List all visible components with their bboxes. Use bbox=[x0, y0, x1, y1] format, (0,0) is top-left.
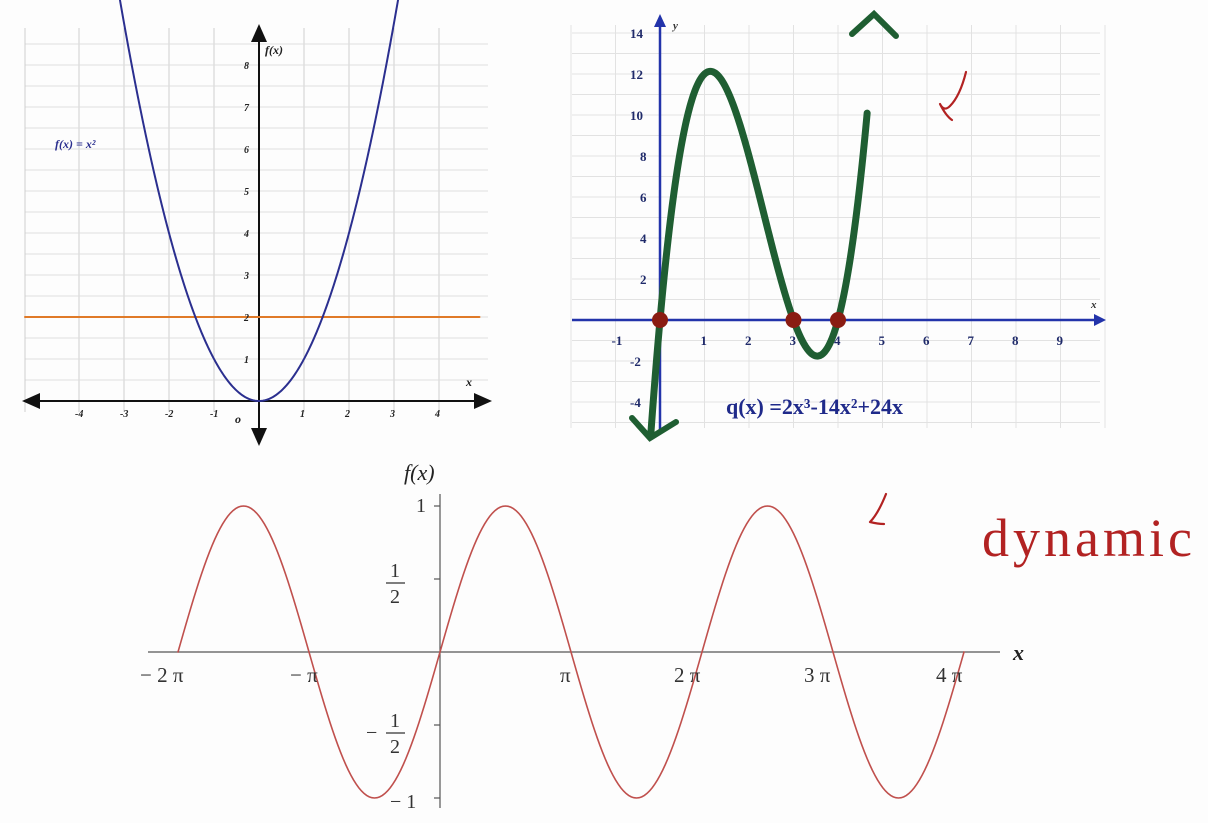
parabola-x-axis-label: x bbox=[465, 375, 472, 389]
y-tick-label-1: 1 bbox=[416, 495, 426, 517]
x-tick-label: 4 bbox=[434, 409, 440, 420]
x-tick-label: -3 bbox=[120, 409, 128, 420]
x-tick-label: 4 bbox=[834, 333, 841, 348]
parabola-chart: -4 -3 -2 -1 1 2 3 4 1 2 3 4 5 6 7 8 f(x) x o f(x) = x² bbox=[22, 0, 492, 446]
sine-series bbox=[177, 505, 965, 799]
x-tick-label: π bbox=[560, 663, 571, 687]
y-tick-label: 2 bbox=[243, 313, 249, 324]
x-tick-label: 2 bbox=[344, 409, 350, 420]
y-tick-label-neg-1: − 1 bbox=[390, 791, 416, 813]
y-tick-label: 2 bbox=[640, 272, 647, 287]
x-tick-label: 1 bbox=[701, 333, 708, 348]
x-tick-label: -1 bbox=[210, 409, 218, 420]
parabola-series bbox=[24, 0, 481, 403]
fraction-denominator: 2 bbox=[390, 586, 400, 608]
cubic-y-axis-label: y bbox=[671, 20, 678, 32]
parabola-origin-label: o bbox=[235, 412, 241, 426]
zero-point bbox=[830, 312, 846, 328]
y-axis-down-arrow bbox=[251, 428, 267, 446]
y-tick-label: -4 bbox=[630, 395, 641, 410]
x-tick-label: 2 π bbox=[674, 663, 701, 687]
parabola-tick-labels: -4 -3 -2 -1 1 2 3 4 1 2 3 4 5 6 7 8 bbox=[75, 61, 440, 420]
y-tick-label: 1 bbox=[244, 355, 249, 366]
sine-x-axis-label: x bbox=[1012, 640, 1024, 665]
curve-end-arrow-bottom bbox=[629, 415, 679, 442]
pen-check-mark-bottom bbox=[868, 492, 888, 526]
y-tick-label: 6 bbox=[244, 145, 249, 156]
y-tick-label: 5 bbox=[244, 187, 249, 198]
x-tick-label: 8 bbox=[1012, 333, 1019, 348]
x-tick-label: 2 bbox=[745, 333, 752, 348]
x-tick-label: 9 bbox=[1057, 333, 1064, 348]
curve-end-arrow-top bbox=[849, 9, 899, 39]
x-tick-label: 4 π bbox=[936, 663, 963, 687]
y-tick-label: 4 bbox=[640, 231, 647, 246]
y-tick-label: 7 bbox=[244, 103, 250, 114]
fraction-numerator: 1 bbox=[390, 710, 400, 732]
y-tick-label: 8 bbox=[244, 61, 249, 72]
x-tick-label: -2 bbox=[165, 409, 173, 420]
fraction-denominator: 2 bbox=[390, 736, 400, 758]
zero-point bbox=[785, 312, 802, 328]
x-tick-label: − π bbox=[290, 663, 318, 687]
y-tick-label-neg-half: −1 2 bbox=[366, 710, 405, 758]
handwritten-word: dynamic bbox=[982, 508, 1196, 568]
x-tick-label: -1 bbox=[612, 333, 623, 348]
x-tick-label: 3 bbox=[389, 409, 395, 420]
cubic-x-axis-label: x bbox=[1090, 299, 1097, 311]
y-tick-label: 10 bbox=[630, 108, 643, 123]
x-tick-label: 5 bbox=[879, 333, 886, 348]
y-tick-label: 4 bbox=[243, 229, 249, 240]
y-tick-label: 12 bbox=[630, 67, 643, 82]
cubic-curve bbox=[647, 67, 871, 437]
x-axis-left-arrow bbox=[22, 393, 40, 409]
y-tick-label: 6 bbox=[640, 190, 647, 205]
y-tick-label: -2 bbox=[630, 354, 641, 369]
cubic-title: q(x) =2x³-14x²+24x bbox=[726, 394, 903, 419]
pen-check-mark-top bbox=[938, 70, 968, 122]
y-tick-label: 8 bbox=[640, 149, 647, 164]
x-tick-label: -4 bbox=[75, 409, 83, 420]
x-axis-arrow bbox=[1094, 314, 1106, 326]
y-tick-label: 14 bbox=[630, 26, 644, 41]
fraction-sign: − bbox=[366, 722, 377, 744]
parabola-curve bbox=[118, 0, 400, 403]
x-tick-label: 3 π bbox=[804, 663, 831, 687]
parabola-y-axis-label: f(x) bbox=[265, 43, 283, 57]
y-tick-label-half: 12 bbox=[386, 560, 405, 608]
x-tick-label: − 2 π bbox=[140, 663, 184, 687]
x-tick-label: 3 bbox=[790, 333, 797, 348]
handwritten-annotations: dynamic bbox=[868, 70, 1196, 568]
zero-point bbox=[652, 312, 668, 328]
y-tick-label: 3 bbox=[243, 271, 249, 282]
cubic-series bbox=[629, 9, 899, 442]
y-axis-up-arrow bbox=[251, 24, 267, 42]
parabola-series-label: f(x) = x² bbox=[55, 137, 96, 151]
y-axis-arrow bbox=[654, 14, 666, 27]
sine-curve bbox=[177, 505, 965, 799]
x-tick-label: 7 bbox=[968, 333, 975, 348]
x-tick-label: 1 bbox=[300, 409, 305, 420]
x-axis-right-arrow bbox=[474, 393, 492, 409]
x-tick-label: 6 bbox=[923, 333, 930, 348]
sine-y-axis-label: f(x) bbox=[404, 460, 435, 485]
fraction-numerator: 1 bbox=[390, 560, 400, 582]
